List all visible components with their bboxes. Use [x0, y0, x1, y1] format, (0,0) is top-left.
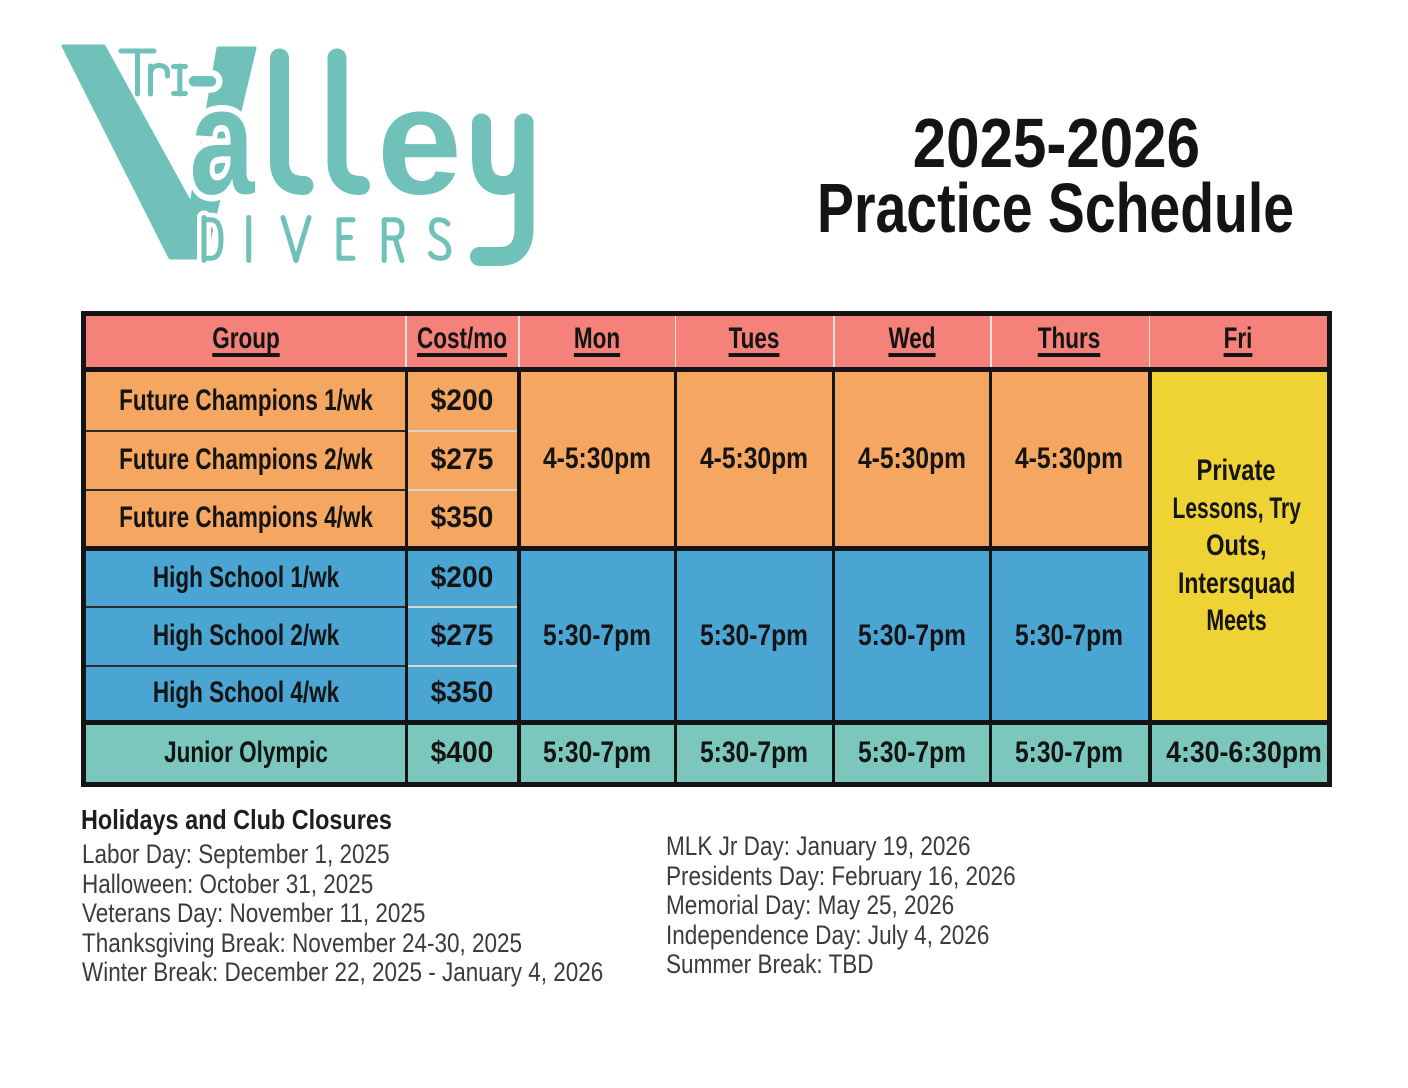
svg-text:e: e [377, 57, 462, 227]
svg-text:a: a [190, 55, 256, 226]
